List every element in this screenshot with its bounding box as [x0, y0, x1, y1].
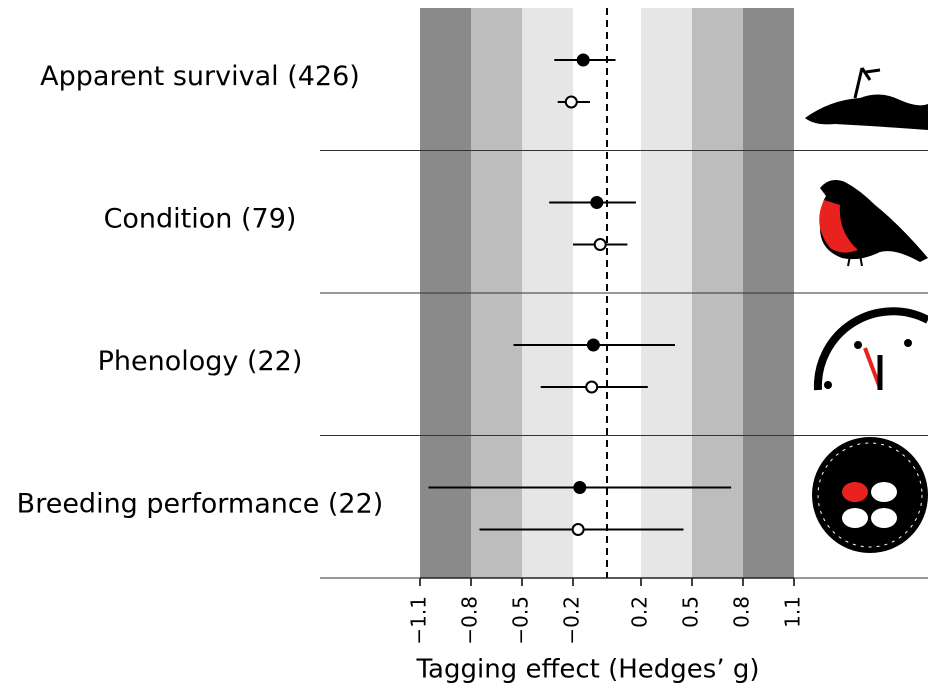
point-estimate	[586, 338, 600, 352]
category-label: Phenology (22)	[98, 346, 303, 377]
icon-nest	[812, 437, 928, 553]
x-tick-label: 0.8	[730, 596, 754, 628]
icon-dead-bird	[805, 67, 928, 130]
plot: −1.1 −0.8 −0.5 −0.2 0.2 0.5 0.8 1.1 Apparent sur…	[17, 8, 928, 645]
point-estimate	[593, 238, 607, 251]
category-label: Breeding performance (22)	[17, 488, 384, 519]
x-tick-label: −0.5	[509, 596, 533, 645]
category-label: Condition (79)	[104, 203, 297, 234]
category-label: Apparent survival (426)	[40, 61, 360, 92]
x-tick-label: −0.8	[458, 596, 482, 645]
x-axis-label: Tagging effect (Hedges’ g)	[415, 655, 759, 685]
x-tick-label: 0.5	[679, 596, 703, 628]
point-estimate	[590, 196, 604, 209]
point-estimate	[585, 380, 599, 394]
icon-clock	[813, 307, 928, 391]
x-tick-label: 0.2	[628, 596, 652, 628]
x-tick-label: −0.2	[560, 596, 584, 645]
point-estimate	[573, 481, 587, 494]
x-tick-label: 1.1	[781, 596, 805, 628]
point-estimate	[576, 53, 590, 67]
x-tick-label: −1.1	[407, 596, 431, 645]
point-estimate	[571, 523, 585, 536]
point-estimate	[564, 95, 578, 109]
icon-robin	[819, 180, 928, 267]
